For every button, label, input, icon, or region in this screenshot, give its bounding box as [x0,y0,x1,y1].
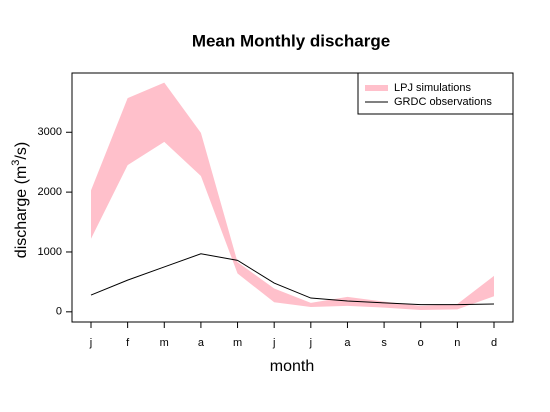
x-tick-label: a [198,337,205,349]
x-tick-label: n [454,337,460,349]
y-axis-label: discharge (m3/s) [10,142,30,258]
x-tick-label: a [344,337,351,349]
y-label-sup: 3 [10,160,22,166]
x-tick-label: d [491,337,497,349]
ribbon-area [91,82,494,311]
y-tick-label: 0 [56,306,62,318]
x-tick-label: m [233,337,242,349]
y-tick-label: 1000 [38,246,62,258]
chart-title: Mean Monthly discharge [192,31,390,50]
x-tick-label: j [272,337,275,349]
legend-label: LPJ simulations [394,82,472,94]
y-tick-label: 3000 [38,126,62,138]
x-tick-label: m [160,337,169,349]
x-tick-label: j [309,337,312,349]
y-label-main: discharge (m [13,166,30,258]
x-axis-label: month [270,358,314,375]
y-label-tail: /s) [13,142,30,160]
legend-label: GRDC observations [394,96,492,108]
x-tick-label: o [418,337,424,349]
x-tick-label: f [126,337,130,349]
legend-box [357,72,514,115]
series-line [90,253,495,306]
x-tick-label: s [381,337,387,349]
y-tick-label: 2000 [38,186,62,198]
x-tick-label: j [89,337,92,349]
plot-frame [71,72,514,323]
